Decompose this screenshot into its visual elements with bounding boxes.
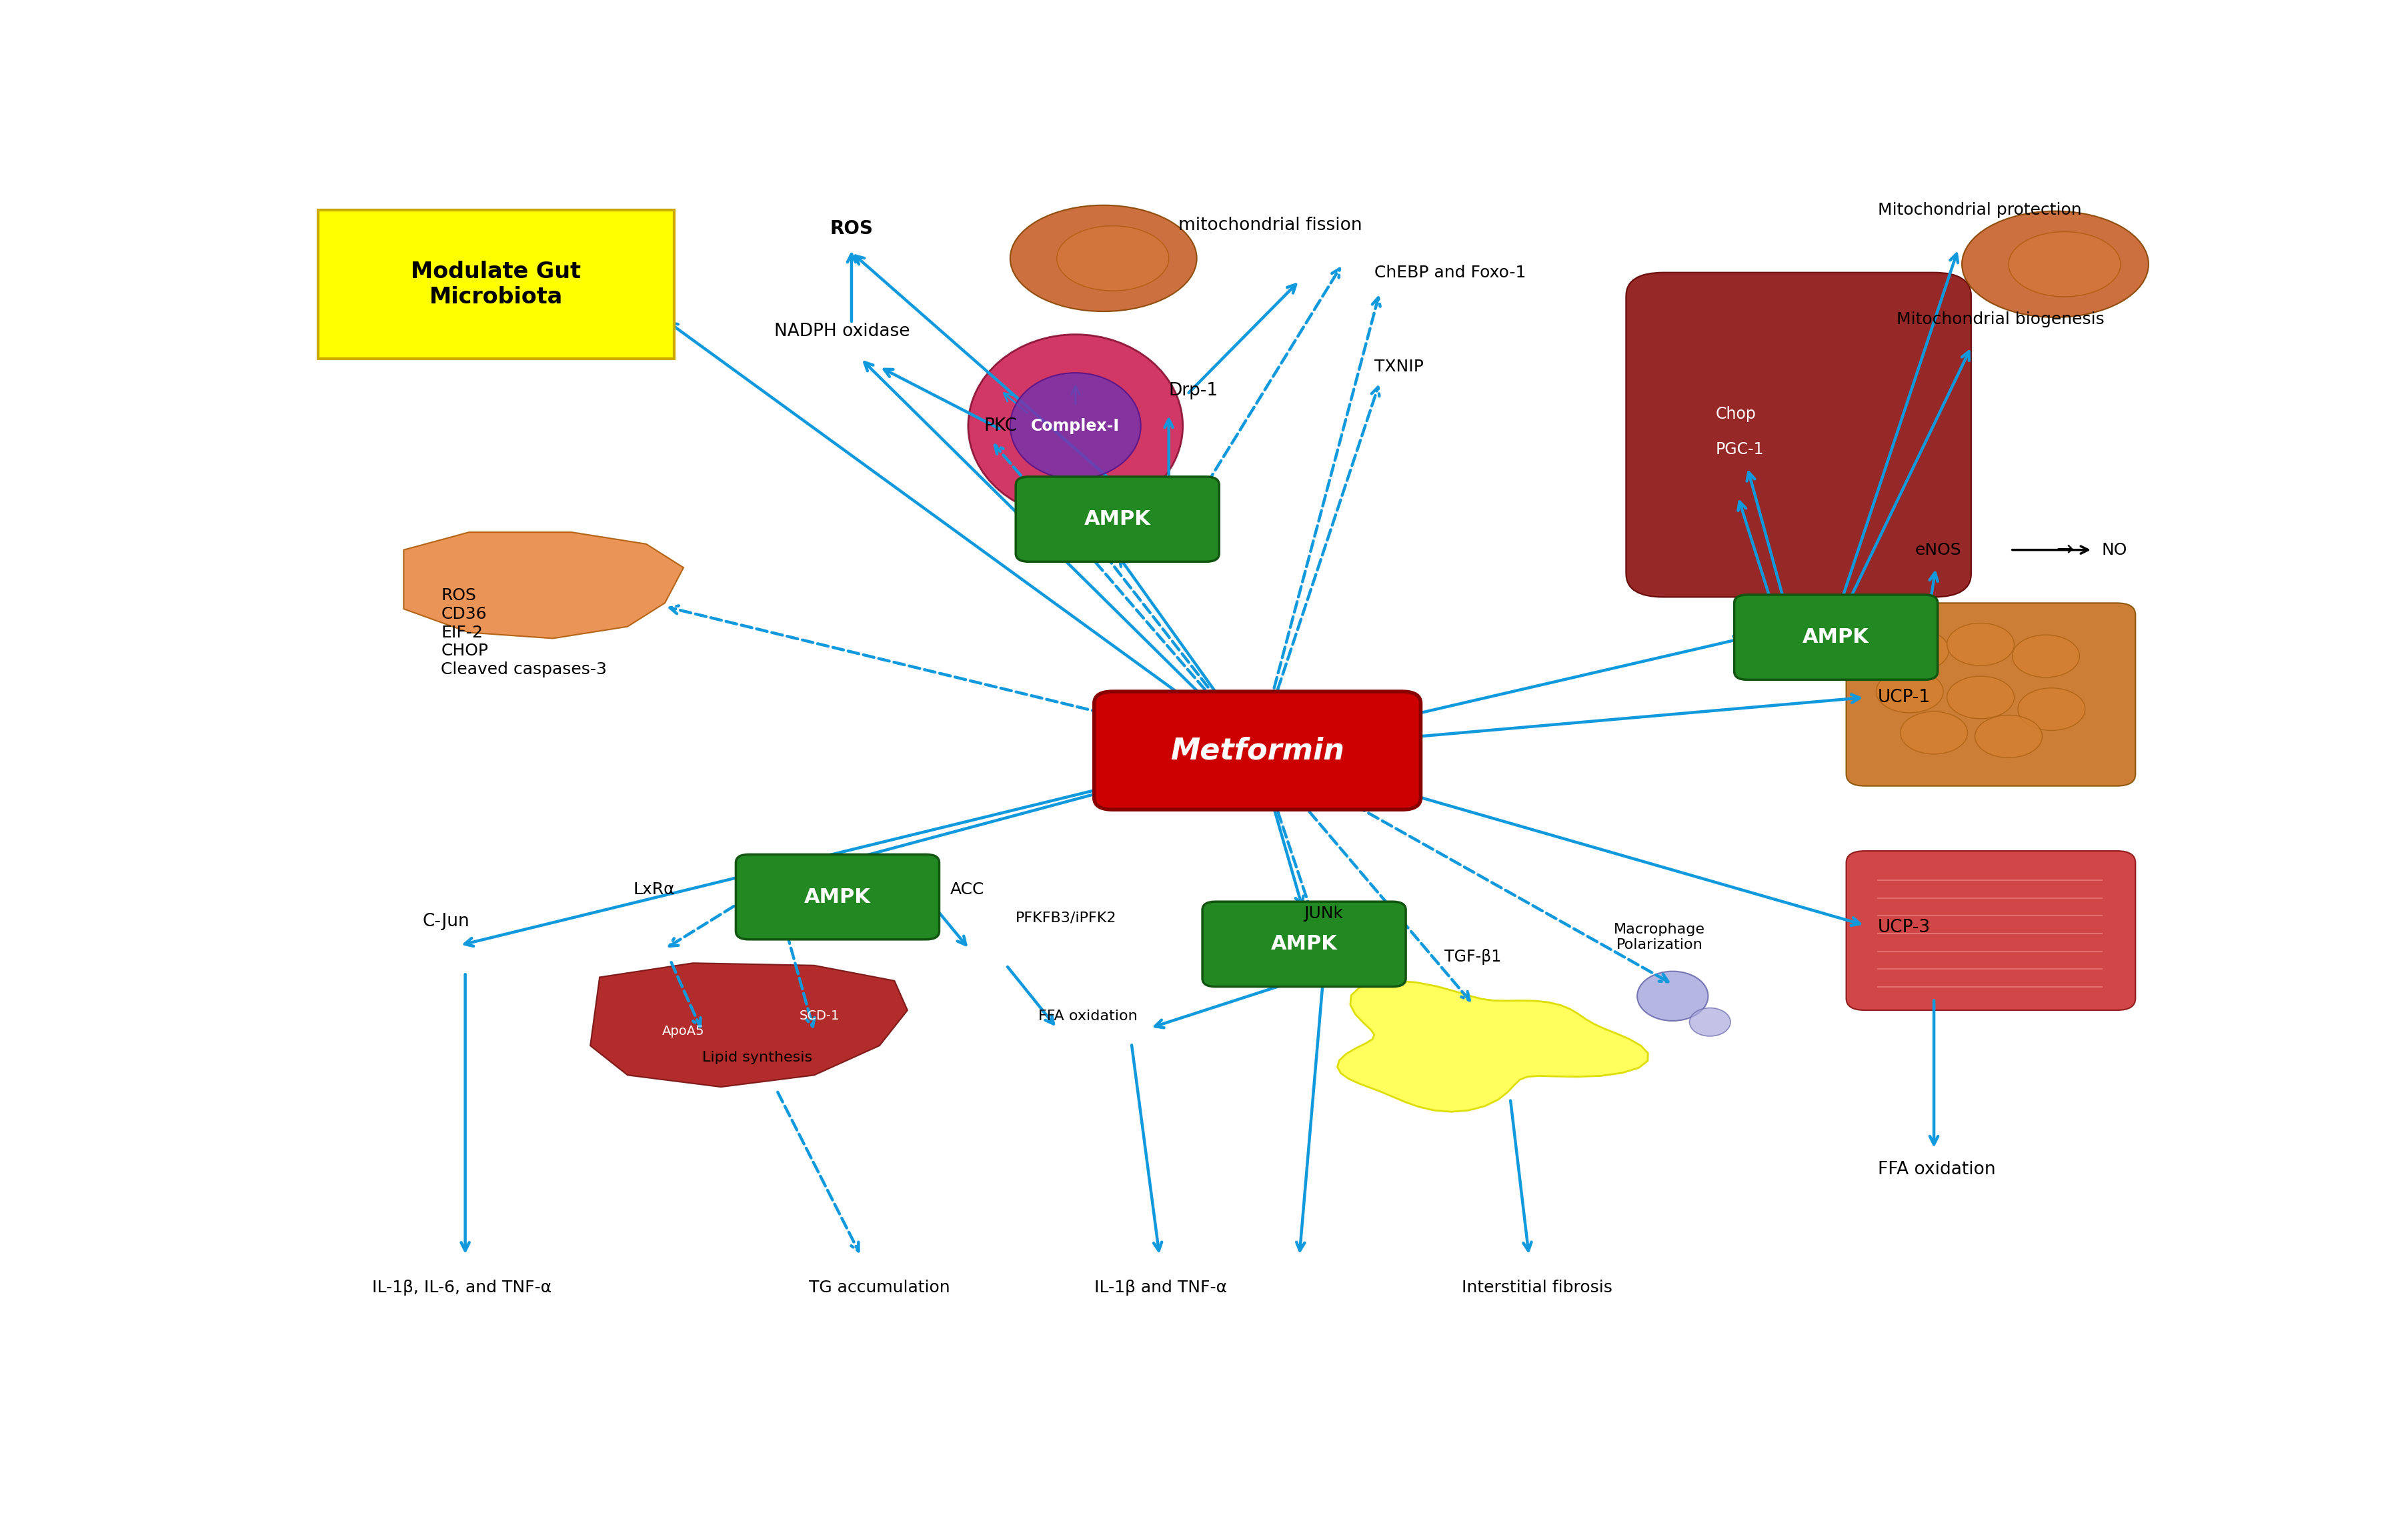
- Text: IL-1β, IL-6, and TNF-α: IL-1β, IL-6, and TNF-α: [371, 1280, 551, 1295]
- Text: NO: NO: [2102, 541, 2129, 558]
- Text: C-Jun: C-Jun: [421, 914, 470, 931]
- Polygon shape: [1336, 981, 1647, 1111]
- Ellipse shape: [1690, 1007, 1731, 1036]
- Circle shape: [1876, 670, 1943, 713]
- Text: UCP-3: UCP-3: [1878, 918, 1931, 937]
- Circle shape: [2018, 688, 2085, 731]
- Text: AMPK: AMPK: [804, 888, 872, 906]
- FancyBboxPatch shape: [1847, 602, 2136, 786]
- Text: JUNk: JUNk: [1305, 906, 1344, 921]
- Text: mitochondrial fission: mitochondrial fission: [1178, 216, 1363, 235]
- Ellipse shape: [968, 334, 1182, 518]
- Text: Metformin: Metformin: [1170, 736, 1344, 765]
- Text: UCP-1: UCP-1: [1878, 688, 1931, 707]
- Circle shape: [1948, 676, 2013, 719]
- FancyBboxPatch shape: [318, 210, 674, 359]
- Ellipse shape: [1011, 373, 1141, 478]
- Text: NADPH oxidase: NADPH oxidase: [775, 323, 910, 340]
- Text: FFA oxidation: FFA oxidation: [1038, 1010, 1137, 1023]
- Text: Interstitial fibrosis: Interstitial fibrosis: [1462, 1280, 1613, 1295]
- Text: LxRα: LxRα: [633, 881, 674, 898]
- Ellipse shape: [1011, 205, 1197, 311]
- Text: AMPK: AMPK: [1084, 509, 1151, 529]
- Text: ChEBP and Foxo-1: ChEBP and Foxo-1: [1375, 265, 1527, 281]
- Circle shape: [1975, 714, 2042, 757]
- Text: PGC-1: PGC-1: [1714, 442, 1765, 457]
- Text: AMPK: AMPK: [1804, 627, 1869, 647]
- FancyBboxPatch shape: [1625, 273, 1972, 596]
- Text: PKC: PKC: [985, 417, 1019, 435]
- Ellipse shape: [1057, 225, 1168, 291]
- FancyBboxPatch shape: [1016, 477, 1218, 561]
- Text: Drp-1: Drp-1: [1168, 382, 1218, 399]
- Text: PFKFB3/iPFK2: PFKFB3/iPFK2: [1016, 912, 1117, 924]
- FancyBboxPatch shape: [737, 854, 939, 940]
- Text: Mitochondrial biogenesis: Mitochondrial biogenesis: [1898, 311, 2105, 328]
- FancyBboxPatch shape: [1734, 595, 1938, 679]
- Text: Macrophage
Polarization: Macrophage Polarization: [1613, 923, 1705, 952]
- Text: AMPK: AMPK: [1271, 935, 1336, 954]
- Ellipse shape: [1637, 972, 1707, 1021]
- Text: Modulate Gut
Microbiota: Modulate Gut Microbiota: [412, 261, 580, 308]
- Text: →: →: [2056, 540, 2073, 560]
- FancyBboxPatch shape: [1847, 851, 2136, 1010]
- Circle shape: [2013, 635, 2081, 678]
- Text: IL-1β and TNF-α: IL-1β and TNF-α: [1093, 1280, 1228, 1295]
- Text: Lipid synthesis: Lipid synthesis: [703, 1050, 811, 1064]
- Polygon shape: [405, 532, 684, 638]
- Text: ROS: ROS: [831, 219, 874, 238]
- Circle shape: [1900, 711, 1967, 754]
- Text: ROS
CD36
EIF-2
CHOP
Cleaved caspases-3: ROS CD36 EIF-2 CHOP Cleaved caspases-3: [441, 587, 607, 678]
- Text: ApoA5: ApoA5: [662, 1026, 706, 1038]
- Text: Chop: Chop: [1714, 406, 1755, 422]
- Text: SCD-1: SCD-1: [799, 1010, 840, 1023]
- Text: FFA oxidation: FFA oxidation: [1878, 1160, 1996, 1179]
- Text: TXNIP: TXNIP: [1375, 359, 1423, 376]
- Text: Complex-I: Complex-I: [1031, 419, 1120, 434]
- Circle shape: [1948, 622, 2013, 665]
- Circle shape: [1881, 629, 1948, 671]
- Text: Mitochondrial protection: Mitochondrial protection: [1878, 202, 2083, 218]
- Text: ACC: ACC: [951, 881, 985, 898]
- Polygon shape: [590, 963, 908, 1087]
- Text: TGF-β1: TGF-β1: [1445, 949, 1500, 966]
- Text: TG accumulation: TG accumulation: [809, 1280, 949, 1295]
- FancyBboxPatch shape: [1202, 901, 1406, 987]
- FancyBboxPatch shape: [1093, 691, 1421, 809]
- Text: eNOS: eNOS: [1914, 541, 1963, 558]
- Ellipse shape: [2008, 231, 2121, 297]
- Ellipse shape: [1963, 212, 2148, 317]
